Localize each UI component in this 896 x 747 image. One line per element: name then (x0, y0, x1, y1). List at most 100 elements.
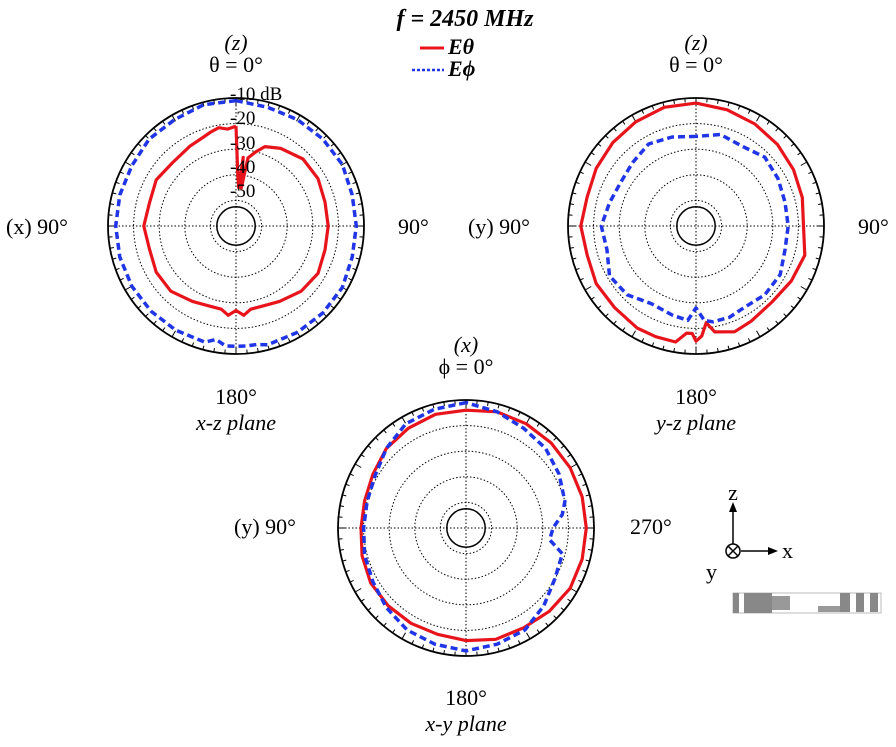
angle-tick (338, 297, 341, 299)
polar-traces (581, 103, 805, 342)
polar-traces (361, 403, 586, 651)
antenna-block (870, 593, 878, 612)
angle-tick (138, 306, 141, 309)
angle-tick (346, 570, 350, 571)
angle-tick (422, 645, 423, 649)
angle-tick (818, 204, 822, 205)
bottom-angle-label: 180° (675, 384, 717, 409)
angle-tick (674, 348, 675, 352)
angle-tick (375, 616, 378, 619)
right-angle-label: 270° (630, 514, 672, 539)
antenna-block (840, 593, 850, 612)
angle-tick (568, 455, 571, 457)
grid-ring (210, 200, 261, 251)
angle-tick (331, 306, 334, 309)
angle-tick (798, 297, 801, 299)
angle-tick (652, 343, 653, 347)
angle-tick (537, 423, 539, 426)
angle-tick (340, 550, 344, 551)
angle-tick (570, 204, 574, 205)
angle-tick (138, 144, 141, 147)
series-e-phi-trace (601, 135, 788, 322)
right-angle-label: 90° (398, 214, 429, 239)
angle-tick (368, 446, 371, 449)
angle-tick (444, 402, 445, 406)
angle-tick (145, 135, 148, 138)
angle-tick (546, 430, 549, 433)
angle-tick (801, 162, 807, 166)
angle-tick (307, 121, 309, 124)
right-angle-label: 90° (858, 214, 889, 239)
angle-tick (757, 115, 761, 121)
angle-tick (632, 331, 636, 337)
angle-tick (375, 437, 378, 440)
left-angle-label: (y) 90° (468, 214, 530, 239)
angle-tick (818, 248, 822, 249)
angle-tick (278, 106, 279, 110)
angle-tick (571, 464, 577, 468)
angle-tick (784, 135, 787, 138)
antenna-block (744, 593, 772, 613)
angle-tick (307, 328, 309, 331)
angle-tick (718, 100, 719, 104)
angle-tick (154, 128, 157, 131)
angle-tick (368, 608, 371, 611)
angle-tick (214, 348, 215, 352)
angle-tick (361, 599, 364, 601)
angle-tick (508, 645, 509, 649)
angle-tick (576, 182, 580, 183)
angle-tick (776, 321, 779, 324)
angle-tick (605, 314, 608, 317)
angle-tick (316, 128, 319, 131)
angle-tick (116, 182, 120, 183)
angle-tick (402, 633, 406, 639)
angle-tick (576, 268, 580, 269)
series-e-theta-trace (581, 103, 805, 342)
antenna-block (733, 593, 739, 613)
radial-tick-label: -40 (230, 157, 255, 178)
angle-tick (508, 408, 509, 412)
antenna-layout-icon (733, 593, 881, 613)
angle-tick (340, 506, 344, 507)
angle-tick (527, 417, 531, 423)
x-axis-label: x (782, 538, 793, 563)
angle-tick (623, 121, 625, 124)
angle-tick (767, 121, 769, 124)
top-angle-label: θ = 0° (209, 52, 263, 77)
angle-tick (125, 162, 131, 166)
antenna-block (818, 606, 840, 612)
legend-label-e-phi: Eϕ (447, 56, 476, 81)
angle-tick (358, 248, 362, 249)
angle-tick (393, 423, 395, 426)
angle-tick (598, 306, 601, 309)
angle-tick (738, 343, 739, 347)
angle-tick (110, 248, 114, 249)
angle-tick (384, 623, 387, 626)
left-angle-label: (y) 90° (234, 514, 296, 539)
angle-tick (813, 268, 817, 269)
angle-tick (163, 121, 165, 124)
angle-tick (757, 331, 761, 337)
angle-tick (353, 268, 357, 269)
angle-tick (353, 182, 357, 183)
angle-tick (116, 268, 120, 269)
angle-tick (591, 297, 594, 299)
y-axis-label: y (706, 559, 717, 584)
angle-tick (570, 248, 574, 249)
angle-tick (145, 314, 148, 317)
angle-tick (801, 287, 807, 291)
bottom-angle-label: 180° (445, 685, 487, 710)
angle-tick (585, 162, 591, 166)
angle-tick (131, 153, 134, 155)
angle-tick (652, 106, 653, 110)
angle-tick (571, 589, 577, 593)
x-arrowhead-icon (768, 547, 778, 555)
antenna-block (856, 593, 864, 612)
polar-plot-xy: (x) ϕ = 0° (y) 90° 270° 180° x-y plane (234, 332, 672, 736)
grid-ring (440, 502, 491, 553)
angle-tick (192, 343, 193, 347)
angle-tick (402, 417, 406, 423)
angle-tick (583, 570, 587, 571)
